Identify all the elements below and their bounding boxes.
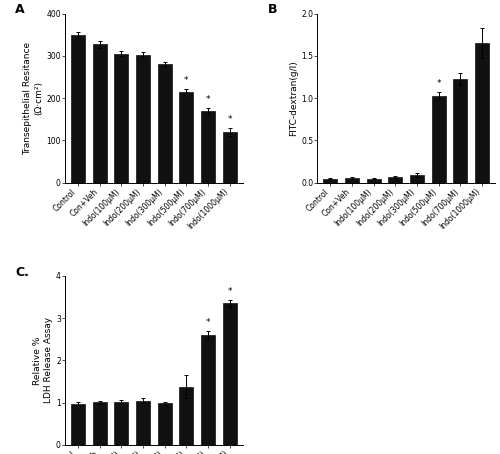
Bar — [388, 177, 402, 183]
Bar — [136, 400, 150, 445]
Bar — [136, 54, 150, 183]
Bar — [71, 404, 85, 445]
Text: *: * — [228, 286, 232, 296]
Bar — [222, 132, 236, 183]
Bar — [345, 178, 359, 183]
Bar — [71, 35, 85, 183]
Text: B: B — [268, 4, 277, 16]
Bar — [180, 386, 194, 445]
Bar — [432, 96, 446, 183]
Text: *: * — [206, 317, 210, 326]
Bar — [201, 335, 215, 445]
Bar — [222, 303, 236, 445]
Bar — [454, 79, 468, 183]
Y-axis label: FITC-dextran(g/l): FITC-dextran(g/l) — [289, 60, 298, 136]
Bar — [180, 92, 194, 183]
Y-axis label: Relative %
LDH Release Assay: Relative % LDH Release Assay — [33, 317, 53, 404]
Bar — [158, 64, 172, 183]
Bar — [114, 54, 128, 183]
Text: A: A — [15, 4, 25, 16]
Bar — [410, 175, 424, 183]
Bar — [158, 404, 172, 445]
Bar — [324, 178, 338, 183]
Y-axis label: Transepithelial Resitance
(Ω·cm²): Transepithelial Resitance (Ω·cm²) — [24, 42, 44, 155]
Bar — [92, 44, 106, 183]
Bar — [114, 402, 128, 445]
Text: *: * — [228, 115, 232, 124]
Text: *: * — [436, 79, 441, 88]
Text: *: * — [206, 95, 210, 104]
Bar — [92, 402, 106, 445]
Bar — [475, 43, 489, 183]
Text: C.: C. — [15, 266, 29, 279]
Bar — [201, 111, 215, 183]
Text: *: * — [184, 76, 188, 84]
Bar — [366, 178, 380, 183]
